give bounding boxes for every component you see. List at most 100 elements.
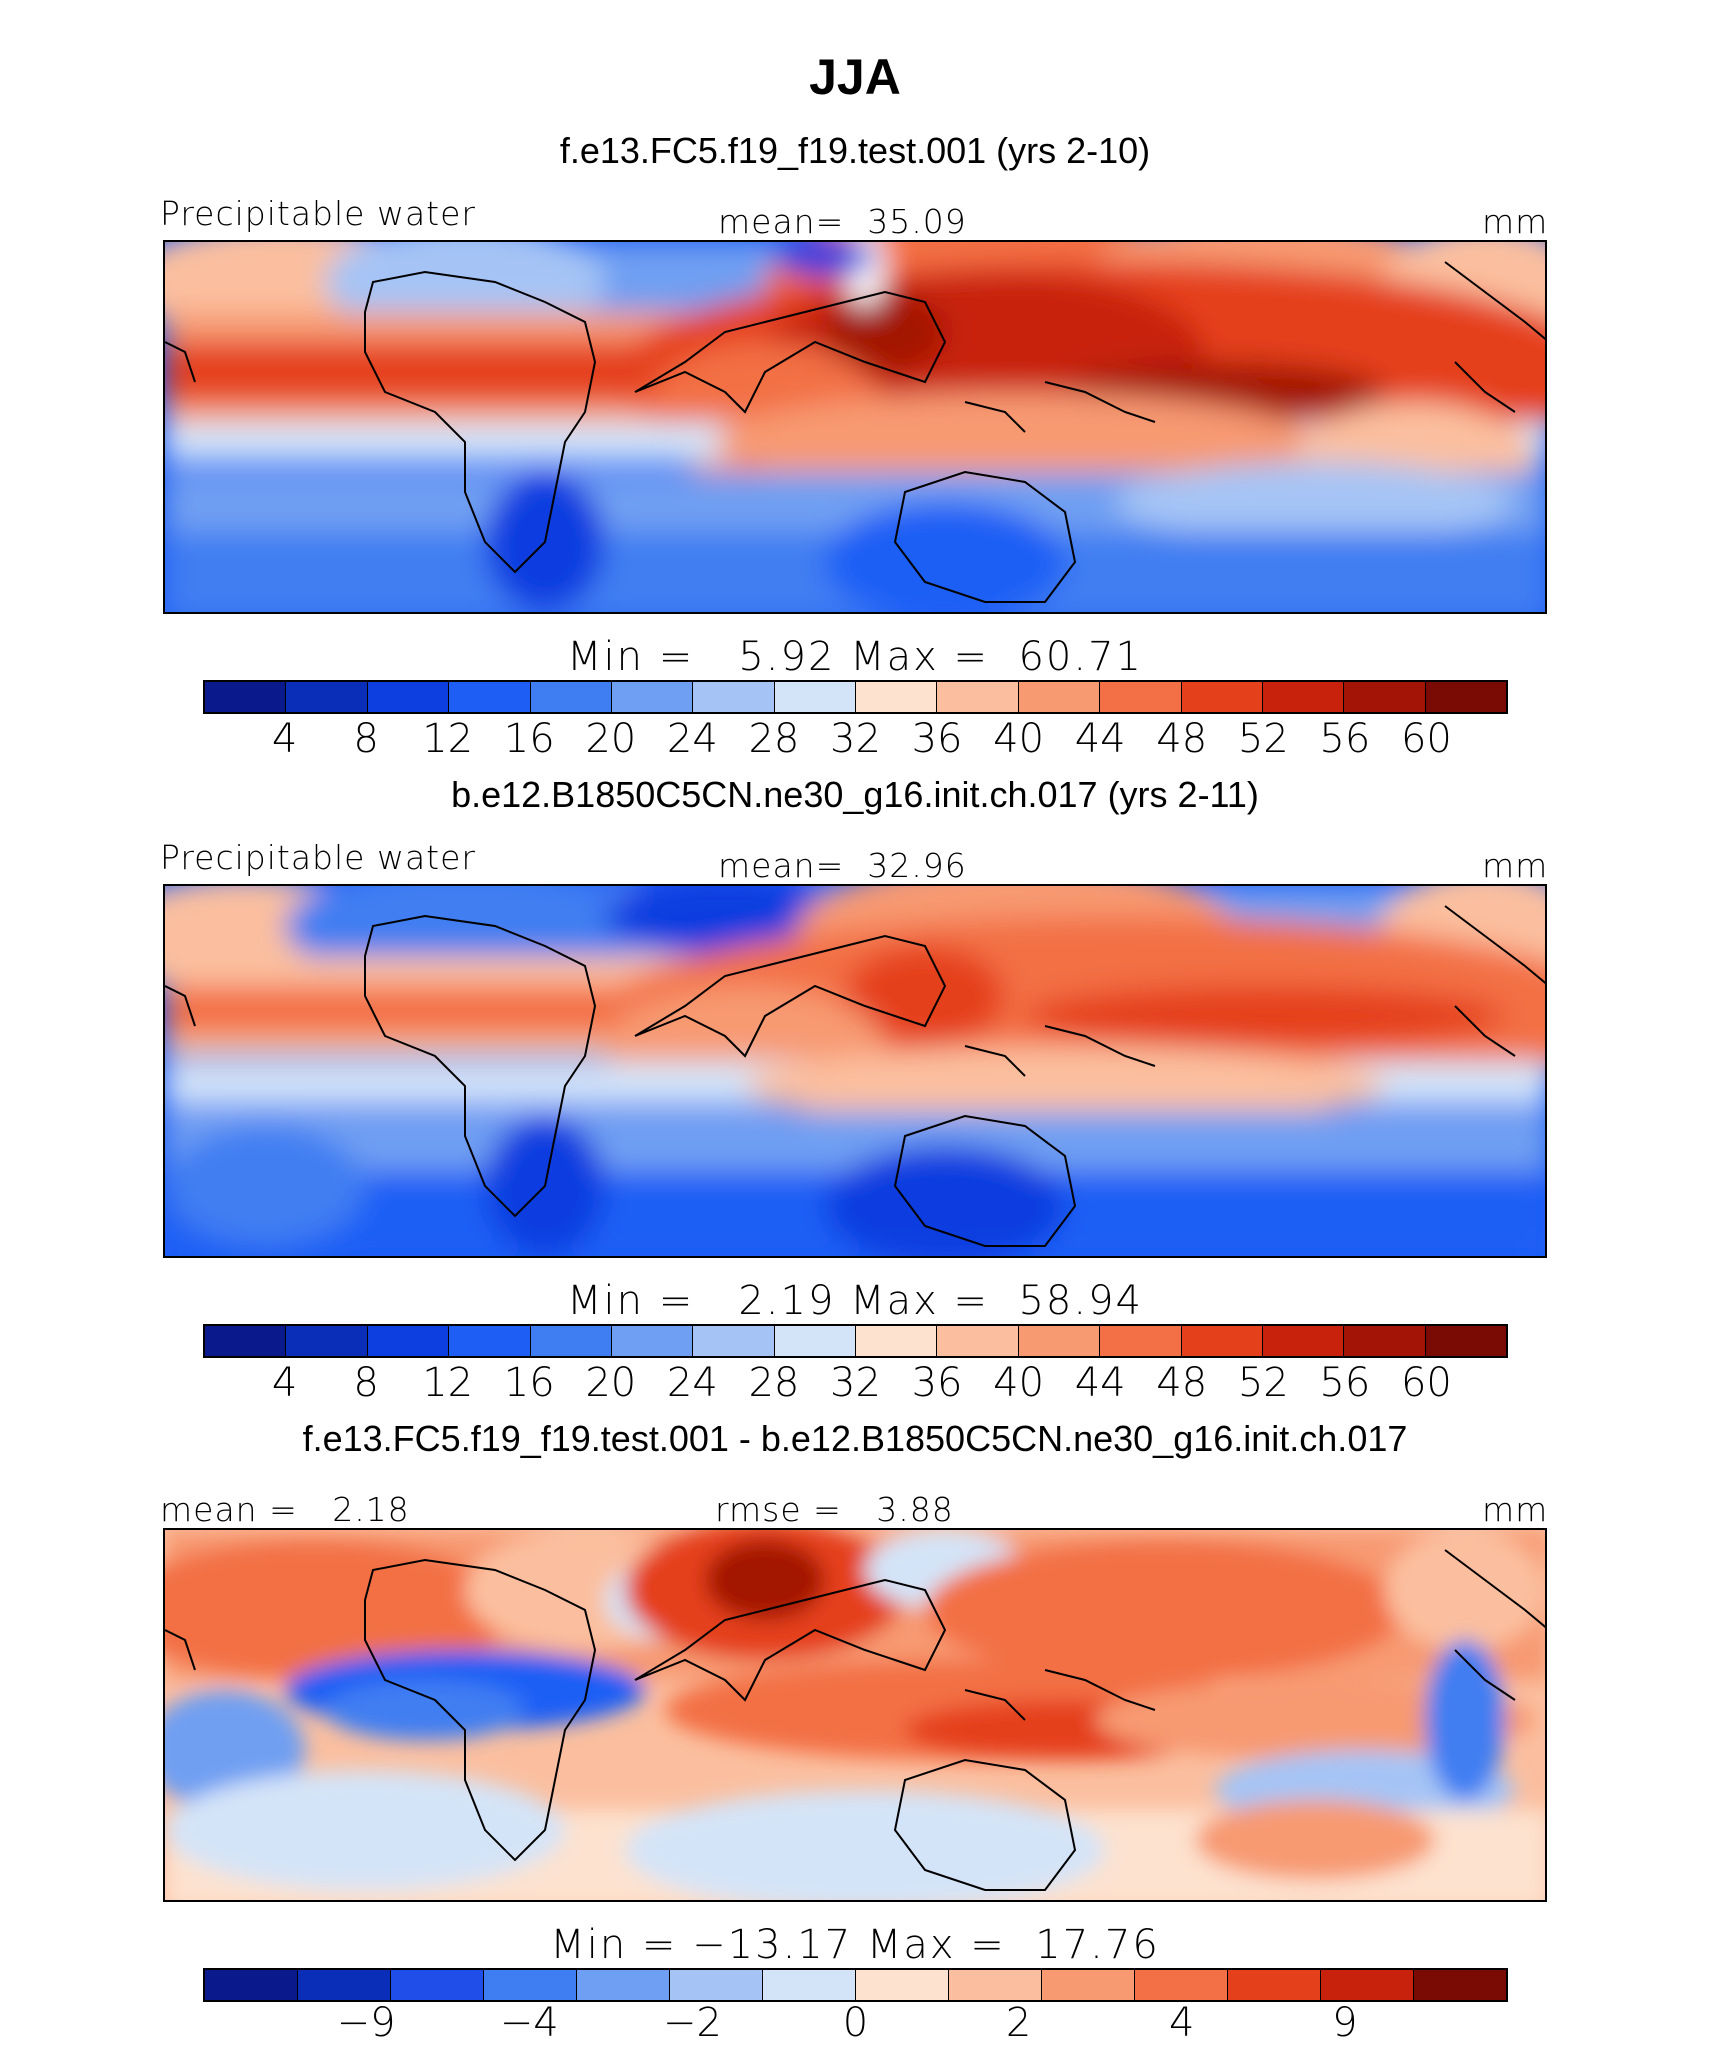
colorbar-swatch — [298, 1970, 391, 2000]
colorbar-tick-label: 4 — [1169, 2000, 1195, 2046]
colorbar-tick-label: 52 — [1237, 1360, 1289, 1406]
panel-2-case-title: b.e12.B1850C5CN.ne30_g16.init.ch.017 (yr… — [451, 774, 1259, 815]
colorbar-swatch — [1100, 1326, 1182, 1356]
colorbar-swatch — [1344, 1326, 1426, 1356]
colorbar-swatch — [693, 1326, 775, 1356]
colorbar-tick-label: 9 — [1332, 2000, 1358, 2046]
colorbar-swatch — [391, 1970, 484, 2000]
colorbar-tick-label: 16 — [503, 716, 555, 762]
colorbar-swatch — [856, 682, 938, 712]
colorbar-tick-label: 12 — [422, 716, 474, 762]
panel-3-colorbar — [203, 1968, 1508, 2002]
colorbar-swatch — [763, 1970, 856, 2000]
panel-1-units-label: mm — [1482, 202, 1549, 241]
colorbar-tick-label: −9 — [336, 2000, 396, 2046]
colorbar-tick-label: 8 — [353, 716, 379, 762]
colorbar-tick-label: 36 — [911, 1360, 963, 1406]
colorbar-swatch — [1414, 1970, 1506, 2000]
colorbar-swatch — [205, 1970, 298, 2000]
panel-1-case-title: f.e13.FC5.f19_f19.test.001 (yrs 2-10) — [559, 130, 1151, 171]
colorbar-swatch — [286, 1326, 368, 1356]
panel-2-units-label: mm — [1482, 846, 1549, 885]
colorbar-tick-label: 16 — [503, 1360, 555, 1406]
colorbar-swatch — [449, 682, 531, 712]
colorbar-tick-label: 36 — [911, 716, 963, 762]
panel-3-colorbar-ticks: −9 −4 −2 0 2 4 9 — [203, 2000, 1508, 2046]
colorbar-tick-label: −4 — [499, 2000, 559, 2046]
colorbar-tick-label: −2 — [662, 2000, 722, 2046]
colorbar-swatch — [1262, 682, 1345, 712]
colorbar-swatch — [367, 682, 450, 712]
colorbar-swatch — [286, 682, 368, 712]
colorbar-swatch — [367, 1326, 450, 1356]
colorbar-swatch — [484, 1970, 577, 2000]
colorbar-swatch — [693, 682, 775, 712]
colorbar-swatch — [1018, 1326, 1101, 1356]
panel-3-units-label: mm — [1482, 1490, 1549, 1529]
colorbar-swatch — [670, 1970, 763, 2000]
colorbar-swatch — [1135, 1970, 1228, 2000]
colorbar-tick-label: 20 — [585, 1360, 637, 1406]
colorbar-tick-label: 40 — [993, 1360, 1045, 1406]
panel-3-mean-label: mean = 2.18 — [160, 1490, 410, 1529]
colorbar-tick-label: 0 — [842, 2000, 869, 2046]
panel-3-case-title: f.e13.FC5.f19_f19.test.001 - b.e12.B1850… — [302, 1418, 1408, 1459]
colorbar-tick-label: 24 — [666, 716, 718, 762]
panel-3-minmax: Min = −13.17 Max = 17.76 — [550, 1922, 1160, 1968]
colorbar-swatch — [1100, 682, 1182, 712]
colorbar-swatch — [1262, 1326, 1345, 1356]
colorbar-swatch — [774, 1326, 856, 1356]
colorbar-tick-label: 2 — [1005, 2000, 1032, 2046]
colorbar-swatch — [1228, 1970, 1321, 2000]
colorbar-swatch — [530, 682, 612, 712]
colorbar-tick-label: 48 — [1156, 716, 1208, 762]
colorbar-tick-label: 32 — [830, 1360, 881, 1406]
panel-2-colorbar — [203, 1324, 1508, 1358]
colorbar-tick-label: 12 — [422, 1360, 474, 1406]
colorbar-swatch — [1181, 682, 1263, 712]
panel-3-rmse-label: rmse = 3.88 — [715, 1490, 954, 1529]
colorbar-swatch — [774, 682, 856, 712]
colorbar-swatch — [449, 1326, 531, 1356]
colorbar-swatch — [611, 682, 694, 712]
colorbar-tick-label: 40 — [993, 716, 1045, 762]
colorbar-tick-label: 4 — [271, 1360, 298, 1406]
panel-2-colorbar-ticks: 4 8 12 16 20 24 28 32 36 40 44 48 52 56 60 — [203, 1360, 1508, 1406]
colorbar-swatch — [856, 1970, 949, 2000]
colorbar-swatch — [1181, 1326, 1263, 1356]
panel-1-variable-label: Precipitable water — [160, 194, 476, 233]
colorbar-tick-label: 44 — [1074, 716, 1126, 762]
colorbar-tick-label: 28 — [748, 716, 800, 762]
panel-2-map — [163, 884, 1547, 1258]
panel-1-map — [163, 240, 1547, 614]
colorbar-swatch — [1344, 682, 1426, 712]
colorbar-swatch — [1018, 682, 1101, 712]
colorbar-swatch — [1321, 1970, 1414, 2000]
colorbar-swatch — [1425, 1326, 1506, 1356]
colorbar-tick-label: 8 — [353, 1360, 379, 1406]
panel-2-minmax: Min = 2.19 Max = 58.94 — [567, 1278, 1143, 1324]
colorbar-tick-label: 28 — [748, 1360, 800, 1406]
colorbar-swatch — [1425, 682, 1506, 712]
colorbar-tick-label: 4 — [271, 716, 298, 762]
colorbar-swatch — [1042, 1970, 1135, 2000]
colorbar-swatch — [937, 1326, 1019, 1356]
colorbar-swatch — [577, 1970, 670, 2000]
colorbar-tick-label: 44 — [1074, 1360, 1126, 1406]
colorbar-tick-label: 32 — [830, 716, 881, 762]
colorbar-tick-label: 48 — [1156, 1360, 1208, 1406]
colorbar-tick-label: 56 — [1319, 716, 1371, 762]
colorbar-swatch — [949, 1970, 1042, 2000]
colorbar-swatch — [856, 1326, 938, 1356]
colorbar-swatch — [205, 682, 287, 712]
panel-2-variable-label: Precipitable water — [160, 838, 476, 877]
panel-2-mean-label: mean= 32.96 — [718, 846, 967, 885]
colorbar-tick-label: 20 — [585, 716, 637, 762]
colorbar-tick-label: 52 — [1237, 716, 1289, 762]
colorbar-swatch — [530, 1326, 612, 1356]
panel-1-colorbar-ticks: 4 8 12 16 20 24 28 32 36 40 44 48 52 56 60 — [203, 716, 1508, 762]
colorbar-tick-label: 60 — [1400, 1360, 1452, 1406]
colorbar-swatch — [205, 1326, 287, 1356]
colorbar-swatch — [611, 1326, 694, 1356]
colorbar-tick-label: 24 — [666, 1360, 718, 1406]
